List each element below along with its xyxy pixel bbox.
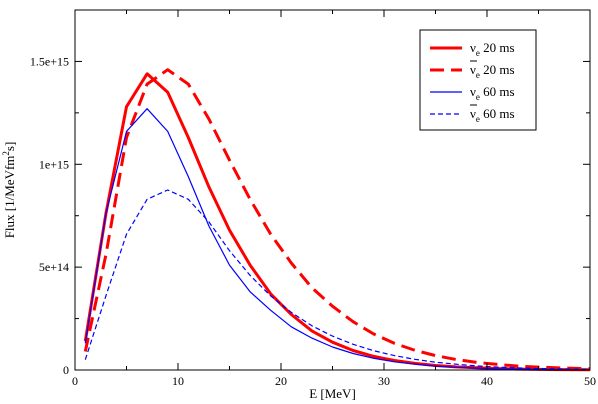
legend-time: 20 ms: [480, 62, 515, 77]
x-tick-label: 0: [72, 374, 78, 388]
series-line-1: [83, 68, 591, 371]
series-line-2: [84, 108, 591, 371]
legend-subscript: e: [476, 70, 480, 80]
curves-layer: [83, 68, 591, 372]
legend-label-1: νe 20 ms: [470, 62, 515, 80]
legend-label-0: νe 20 ms: [470, 40, 515, 58]
legend-time: 60 ms: [480, 106, 515, 121]
x-tick-label: 10: [172, 374, 184, 388]
legend-subscript: e: [476, 48, 480, 58]
legend-symbol: ν: [470, 84, 476, 99]
legend-label-3: νe 60 ms: [470, 106, 515, 124]
x-tick-label: 40: [481, 374, 493, 388]
x-axis-label: E [MeV]: [309, 386, 356, 401]
legend-time: 60 ms: [480, 84, 515, 99]
x-tick-label: 50: [584, 374, 596, 388]
y-tick-label: 1e+15: [39, 157, 69, 171]
series-line-3: [84, 189, 591, 370]
x-tick-label: 30: [378, 374, 390, 388]
y-axis-label-sup: 2: [1, 151, 11, 156]
x-tick-label: 20: [275, 374, 287, 388]
y-tick-label: 1.5e+15: [30, 54, 69, 68]
ticks-layer: 0 10 20 30 40 50 0 5e+14 1e+15 1.5e+15: [30, 10, 596, 388]
legend-subscript: e: [476, 114, 480, 124]
legend-symbol: ν: [470, 62, 476, 77]
legend-time: 20 ms: [480, 40, 515, 55]
y-axis-label-main: Flux [1/MeVfm: [2, 156, 17, 239]
legend-symbol: ν: [470, 40, 476, 55]
y-axis-label: Flux [1/MeVfm2s]: [1, 142, 17, 239]
legend-symbol: ν: [470, 106, 476, 121]
legend-label-2: νe 60 ms: [470, 84, 515, 102]
legend-subscript: e: [476, 92, 480, 102]
y-tick-label: 0: [63, 363, 69, 377]
y-axis-label-end: s]: [2, 142, 17, 151]
y-tick-label: 5e+14: [39, 260, 69, 274]
